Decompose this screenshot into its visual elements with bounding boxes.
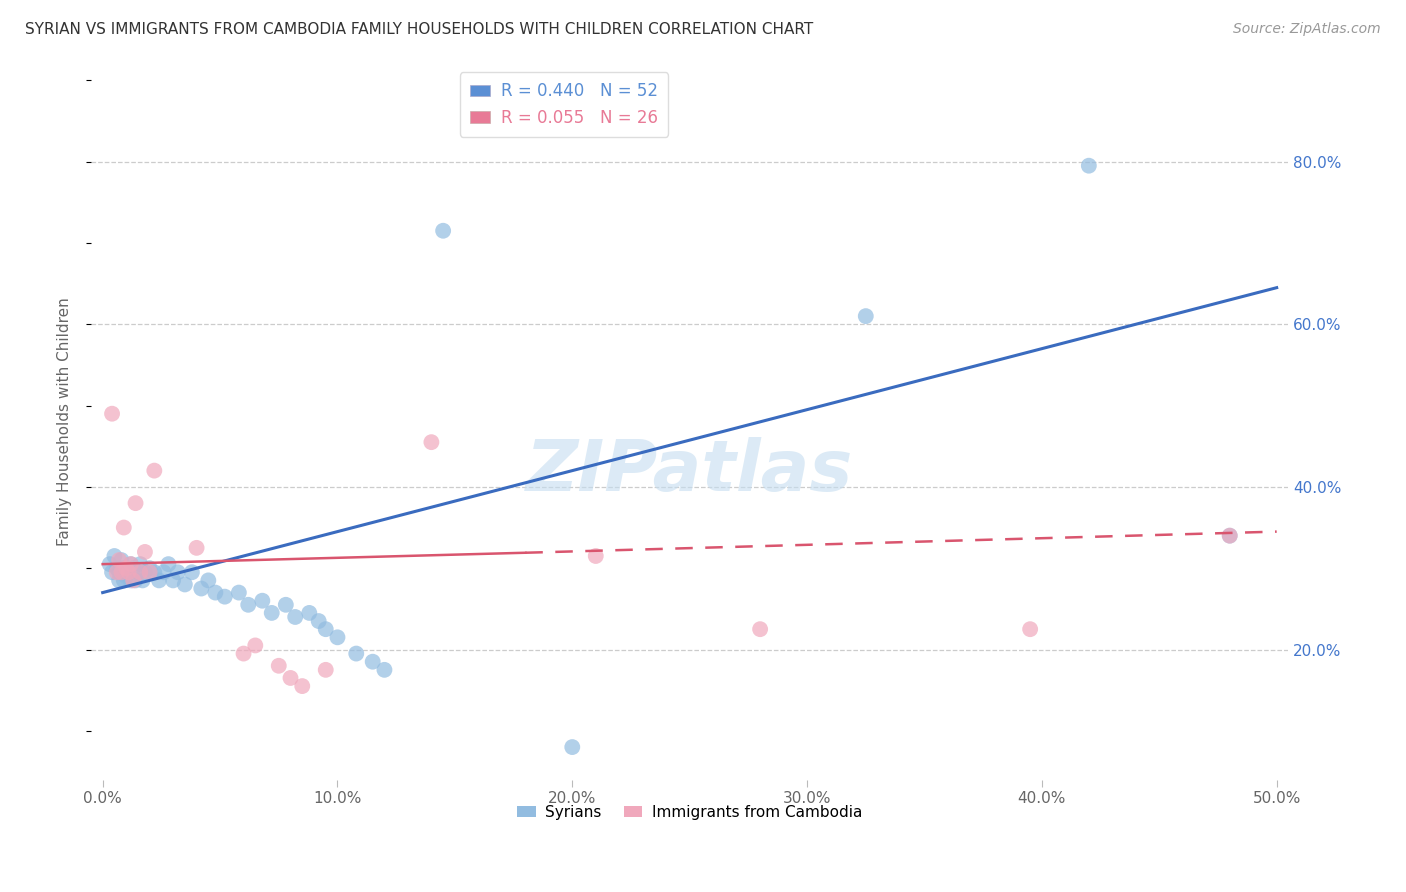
Point — [98, 557, 121, 571]
Point — [112, 520, 135, 534]
Point — [238, 598, 260, 612]
Point — [105, 566, 128, 580]
Point — [166, 566, 188, 580]
Point — [117, 566, 139, 580]
Point — [148, 574, 170, 588]
Point — [138, 561, 160, 575]
Point — [280, 671, 302, 685]
Point — [373, 663, 395, 677]
Point — [186, 541, 208, 555]
Point — [197, 574, 219, 588]
Point — [115, 561, 138, 575]
Point — [101, 407, 124, 421]
Point — [585, 549, 607, 563]
Point — [1219, 529, 1241, 543]
Point — [129, 566, 152, 580]
Point — [561, 740, 583, 755]
Point — [157, 557, 180, 571]
Point — [260, 606, 283, 620]
Point — [326, 630, 349, 644]
Point — [291, 679, 314, 693]
Point — [173, 577, 195, 591]
Point — [308, 614, 330, 628]
Point — [117, 566, 139, 580]
Text: ZIPatlas: ZIPatlas — [526, 437, 853, 507]
Point — [129, 557, 152, 571]
Point — [108, 553, 131, 567]
Point — [108, 574, 131, 588]
Point — [101, 566, 124, 580]
Point — [124, 496, 146, 510]
Point — [180, 566, 202, 580]
Legend: Syrians, Immigrants from Cambodia: Syrians, Immigrants from Cambodia — [512, 798, 868, 826]
Point — [138, 566, 160, 580]
Point — [127, 566, 149, 580]
Point — [122, 561, 145, 575]
Point — [315, 663, 337, 677]
Point — [131, 574, 153, 588]
Point — [120, 574, 142, 588]
Point — [228, 585, 250, 599]
Point — [110, 553, 132, 567]
Point — [190, 582, 212, 596]
Point — [284, 610, 307, 624]
Point — [361, 655, 384, 669]
Point — [124, 574, 146, 588]
Point — [344, 647, 367, 661]
Point — [855, 309, 877, 323]
Point — [112, 574, 135, 588]
Point — [267, 658, 290, 673]
Point — [432, 224, 454, 238]
Point — [143, 566, 166, 580]
Y-axis label: Family Households with Children: Family Households with Children — [58, 297, 72, 546]
Point — [252, 593, 274, 607]
Point — [315, 622, 337, 636]
Point — [245, 639, 267, 653]
Point — [298, 606, 321, 620]
Point — [143, 464, 166, 478]
Point — [120, 557, 142, 571]
Point — [112, 566, 135, 580]
Point — [204, 585, 226, 599]
Point — [152, 566, 174, 580]
Point — [162, 574, 184, 588]
Point — [749, 622, 772, 636]
Point — [120, 557, 142, 571]
Text: SYRIAN VS IMMIGRANTS FROM CAMBODIA FAMILY HOUSEHOLDS WITH CHILDREN CORRELATION C: SYRIAN VS IMMIGRANTS FROM CAMBODIA FAMIL… — [25, 22, 814, 37]
Point — [232, 647, 254, 661]
Point — [110, 566, 132, 580]
Point — [103, 549, 125, 563]
Point — [214, 590, 236, 604]
Point — [122, 574, 145, 588]
Point — [1077, 159, 1099, 173]
Point — [134, 566, 156, 580]
Point — [105, 561, 128, 575]
Point — [274, 598, 297, 612]
Point — [108, 566, 131, 580]
Point — [134, 545, 156, 559]
Point — [115, 561, 138, 575]
Text: Source: ZipAtlas.com: Source: ZipAtlas.com — [1233, 22, 1381, 37]
Point — [1019, 622, 1042, 636]
Point — [1219, 529, 1241, 543]
Point — [115, 569, 138, 583]
Point — [110, 561, 132, 575]
Point — [420, 435, 443, 450]
